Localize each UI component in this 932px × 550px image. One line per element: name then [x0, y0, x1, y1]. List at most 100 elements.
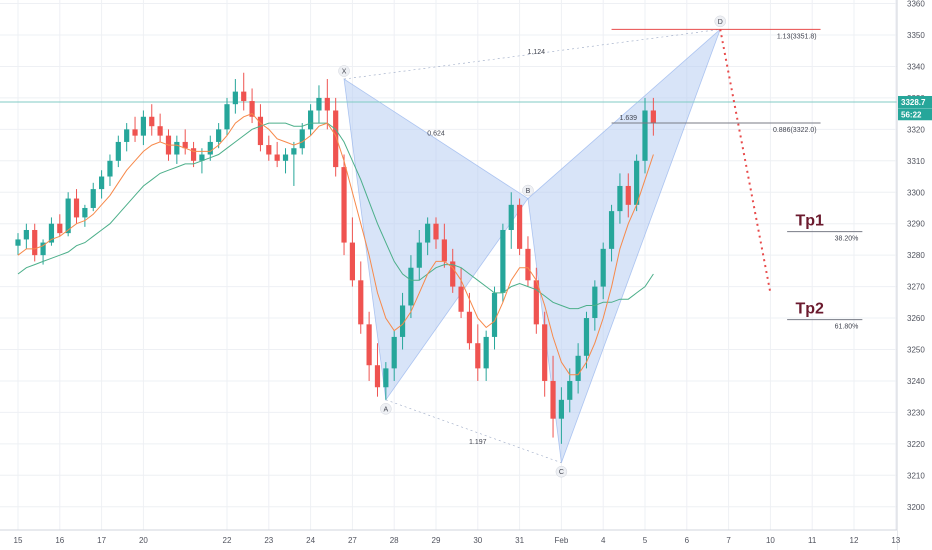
candle-body-34 — [299, 129, 305, 149]
candle-body-33 — [291, 148, 297, 155]
ratio-label-3: 1.639 — [620, 115, 638, 122]
pattern-point-bg-d — [714, 15, 726, 28]
candle-body-58 — [500, 229, 506, 293]
candle-body-16 — [149, 116, 155, 127]
x-tick-19: 12 — [850, 536, 859, 545]
projection-line — [719, 29, 772, 294]
x-axis-bg — [0, 530, 897, 550]
x-tick-20: 13 — [891, 536, 900, 545]
level-label-3: 61.80% — [835, 324, 859, 331]
candle-body-44 — [383, 368, 389, 388]
candle-body-3 — [40, 242, 46, 256]
candle-body-65 — [558, 399, 564, 419]
candle-body-2 — [32, 229, 38, 256]
candle-body-47 — [408, 267, 414, 306]
y-axis: 3360335033403330332033103300329032803270… — [896, 0, 932, 550]
pattern-point-a: A — [384, 406, 389, 413]
y-axis-bg — [897, 0, 932, 550]
y-tick-11: 3250 — [907, 346, 925, 355]
price-tag-bg-0 — [898, 95, 932, 108]
candle-body-40 — [349, 242, 355, 281]
candle-body-10 — [99, 176, 105, 190]
y-tick-4: 3320 — [907, 125, 925, 134]
ema-fast-line — [17, 113, 654, 376]
x-tick-6: 24 — [306, 536, 315, 545]
candle-body-74 — [634, 160, 640, 205]
y-tick-6: 3300 — [907, 188, 925, 197]
y-tick-12: 3240 — [907, 377, 925, 386]
price-tag-0: 3328.7 — [901, 98, 926, 107]
candles — [15, 72, 656, 444]
x-tick-3: 20 — [139, 536, 148, 545]
candle-body-54 — [466, 311, 473, 344]
candle-body-35 — [308, 110, 314, 130]
y-tick-2: 3340 — [907, 62, 925, 71]
candle-body-26 — [232, 91, 238, 105]
candle-body-71 — [608, 211, 615, 249]
pattern-point-x: X — [342, 69, 347, 76]
candle-body-21 — [190, 148, 197, 161]
candle-body-12 — [115, 141, 121, 161]
price-tag-1: 56:22 — [901, 110, 922, 119]
candle-body-70 — [600, 248, 606, 287]
x-tick-15: 6 — [685, 536, 690, 545]
candle-body-43 — [374, 365, 381, 388]
y-tick-0: 3360 — [907, 0, 925, 9]
x-axis: 15 16 17 20 22 23 24 27 28 29 30 31 Feb 4 5 6 7 10 11 12 13 — [0, 529, 901, 550]
candle-body-31 — [274, 154, 280, 161]
candle-body-53 — [458, 286, 464, 312]
candle-body-9 — [90, 189, 96, 208]
candle-body-64 — [550, 380, 556, 419]
harmonic-pattern — [343, 29, 721, 464]
x-tick-0: 15 — [14, 536, 23, 545]
candle-body-11 — [107, 160, 113, 177]
candle-body-49 — [425, 223, 431, 243]
candle-body-46 — [399, 305, 406, 337]
candle-body-24 — [216, 129, 222, 142]
x-tick-1: 16 — [55, 536, 64, 545]
annotations: X A B C D 1.124 0.624 1.197 1.639 Tp1 Tp2 — [338, 15, 824, 478]
candle-body-42 — [366, 324, 372, 366]
candle-body-8 — [82, 207, 88, 218]
candle-body-22 — [199, 154, 205, 161]
y-tick-16: 3200 — [907, 503, 925, 512]
candle-body-59 — [508, 204, 514, 230]
target-label-2: Tp2 — [795, 300, 824, 317]
pattern-point-bg-x — [338, 65, 350, 77]
candle-body-20 — [182, 141, 188, 149]
candle-body-5 — [57, 223, 63, 234]
candle-body-68 — [583, 318, 590, 356]
candle-body-6 — [65, 198, 71, 234]
candle-body-52 — [450, 261, 456, 287]
candle-body-57 — [491, 292, 498, 337]
candle-body-4 — [48, 223, 55, 243]
candle-body-73 — [625, 185, 631, 205]
pattern-point-b: B — [526, 188, 531, 195]
target-label-1: Tp1 — [795, 212, 824, 229]
ratio-label-1: 0.624 — [427, 131, 445, 138]
y-tick-9: 3270 — [907, 283, 925, 292]
candle-body-55 — [475, 343, 481, 369]
candle-body-0 — [15, 239, 21, 246]
x-tick-4: 22 — [223, 536, 232, 545]
candle-body-25 — [224, 104, 230, 130]
pattern-point-d: D — [718, 19, 723, 26]
level-label-2: 38.20% — [835, 236, 859, 243]
x-tick-8: 28 — [390, 536, 399, 545]
y-tick-7: 3290 — [907, 220, 925, 229]
y-tick-1: 3350 — [907, 31, 925, 40]
x-tick-7: 27 — [348, 536, 357, 545]
ema-slow-line — [17, 122, 654, 310]
x-tick-10: 30 — [473, 536, 482, 545]
candle-body-51 — [441, 239, 447, 262]
candle-body-36 — [316, 97, 322, 111]
y-tick-8: 3280 — [907, 251, 925, 260]
candle-body-37 — [324, 97, 330, 111]
candle-body-29 — [257, 116, 264, 146]
x-tick-2: 17 — [97, 536, 106, 545]
candle-body-41 — [358, 280, 364, 325]
candle-body-7 — [73, 198, 80, 218]
y-tick-15: 3210 — [907, 471, 925, 480]
pattern-bcd — [527, 29, 721, 463]
